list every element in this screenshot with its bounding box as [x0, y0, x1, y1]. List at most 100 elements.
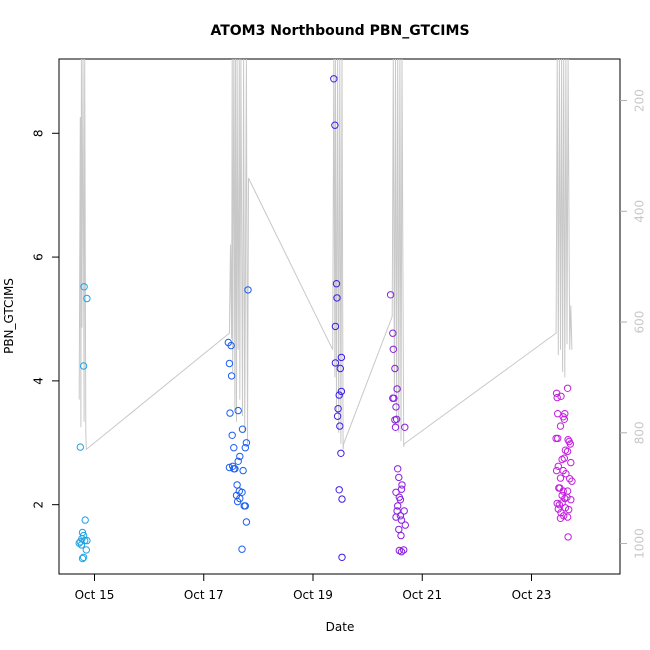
- series-4: [386, 291, 409, 556]
- data-point: [227, 372, 236, 380]
- x-axis-label: Date: [326, 620, 355, 634]
- data-point: [76, 443, 85, 451]
- data-point: [226, 409, 234, 417]
- data-point: [392, 488, 400, 496]
- data-point: [563, 487, 572, 495]
- data-point: [554, 462, 562, 470]
- data-point: [397, 531, 405, 540]
- pressure-line-group: [78, 58, 573, 451]
- data-point: [335, 486, 343, 494]
- pressure-line: [78, 58, 573, 451]
- data-point: [564, 436, 572, 444]
- right-tick-label: 800: [633, 421, 647, 444]
- x-tick-label: Oct 17: [184, 588, 224, 602]
- right-tick-label: 600: [633, 311, 647, 334]
- right-tick-label: 200: [633, 89, 647, 112]
- data-point: [563, 493, 571, 501]
- data-point: [562, 470, 570, 478]
- data-point: [393, 385, 401, 393]
- data-point: [552, 466, 561, 475]
- data-point: [568, 477, 576, 485]
- data-point: [231, 465, 239, 473]
- x-axis: Oct 15 Oct 17 Oct 19 Oct 21 Oct 23: [75, 574, 552, 602]
- data-point: [394, 502, 402, 510]
- data-point: [561, 446, 570, 454]
- data-point: [75, 539, 83, 547]
- data-point: [242, 439, 251, 447]
- data-point: [563, 513, 572, 521]
- data-point: [336, 364, 344, 373]
- data-point: [331, 322, 340, 331]
- data-point: [228, 431, 236, 439]
- data-point: [333, 294, 341, 302]
- series-5: [552, 384, 576, 541]
- data-point: [238, 488, 246, 496]
- data-point: [233, 481, 241, 489]
- data-point: [560, 454, 568, 462]
- right-tick-label: 400: [633, 200, 647, 223]
- data-point: [553, 393, 561, 402]
- data-point: [558, 499, 566, 507]
- data-point: [242, 518, 251, 526]
- data-point: [392, 415, 401, 423]
- data-point: [400, 546, 408, 554]
- data-point: [238, 425, 247, 433]
- data-point: [392, 513, 400, 521]
- data-point: [79, 553, 88, 561]
- y-tick-label: 2: [32, 501, 46, 509]
- data-point: [338, 553, 346, 561]
- data-point: [82, 546, 91, 554]
- data-point: [556, 474, 565, 482]
- data-point: [234, 457, 242, 465]
- data-point: [234, 406, 242, 415]
- data-point: [83, 294, 91, 303]
- data-point: [389, 329, 397, 337]
- data-point: [225, 463, 234, 472]
- data-point: [560, 415, 568, 423]
- data-point: [77, 541, 86, 549]
- y-axis-label: PBN_GTCIMS: [2, 278, 16, 354]
- data-point: [332, 280, 341, 288]
- data-point: [556, 514, 565, 522]
- y-axis: 2 4 6 8: [32, 129, 59, 509]
- data-point: [331, 121, 339, 129]
- data-point: [395, 473, 403, 482]
- data-point: [397, 516, 406, 524]
- data-point: [396, 496, 405, 504]
- data-point: [566, 440, 574, 448]
- data-point: [567, 458, 575, 467]
- right-axis: 200 400 600 800 1000: [620, 89, 647, 559]
- series-2: [224, 286, 252, 553]
- x-tick-label: Oct 23: [512, 588, 552, 602]
- data-point: [391, 423, 400, 431]
- data-point: [336, 422, 344, 430]
- data-point: [391, 364, 399, 373]
- data-point: [333, 412, 342, 420]
- data-point: [337, 353, 346, 362]
- data-point: [395, 525, 403, 534]
- data-point: [400, 507, 408, 515]
- data-point: [556, 422, 565, 430]
- data-point: [230, 444, 238, 452]
- data-point: [225, 359, 234, 368]
- data-point: [394, 465, 402, 473]
- data-point: [236, 452, 244, 461]
- data-point: [563, 384, 572, 392]
- data-point: [241, 444, 250, 452]
- data-point: [337, 387, 346, 396]
- data-point: [557, 392, 565, 400]
- data-point: [396, 512, 405, 520]
- data-point: [564, 533, 572, 541]
- series-3: [330, 75, 346, 561]
- data-point: [80, 283, 88, 291]
- x-tick-label: Oct 21: [402, 588, 442, 602]
- data-point: [81, 516, 89, 524]
- chart-title: ATOM3 Northbound PBN_GTCIMS: [210, 23, 469, 39]
- data-point: [233, 497, 242, 506]
- data-point: [330, 75, 338, 83]
- data-point: [398, 481, 406, 489]
- data-point: [335, 391, 343, 399]
- data-point: [238, 545, 246, 553]
- data-point: [554, 434, 562, 443]
- data-point: [397, 485, 406, 493]
